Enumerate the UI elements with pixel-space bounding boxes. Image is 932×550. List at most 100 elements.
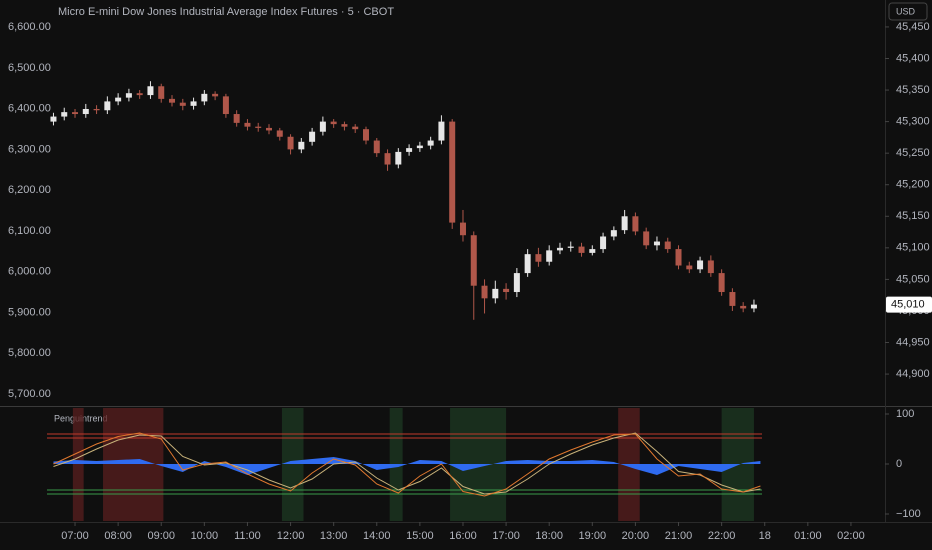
candle-body xyxy=(341,124,348,127)
y2-tick-label: 45,300 xyxy=(896,116,930,128)
y2-tick-label: 44,950 xyxy=(896,336,930,348)
candle-body xyxy=(158,86,165,99)
candle-body xyxy=(276,130,283,137)
indicator-tick-label: −100 xyxy=(896,508,921,520)
candle-body xyxy=(373,140,380,154)
oscillator-line xyxy=(53,432,761,497)
y2-tick-label: 45,150 xyxy=(896,210,930,222)
candle-body xyxy=(449,121,456,223)
y-tick-label: 6,100.00 xyxy=(8,225,51,237)
y2-tick-label: 45,100 xyxy=(896,242,930,254)
x-tick-label: 21:00 xyxy=(665,530,693,542)
candle-body xyxy=(82,108,89,115)
y2-tick-label: 44,900 xyxy=(896,368,930,380)
candle-body xyxy=(513,273,520,293)
candle-body xyxy=(50,116,57,122)
zone xyxy=(72,408,84,521)
x-tick-label: 19:00 xyxy=(579,530,607,542)
candle-body xyxy=(750,304,757,309)
x-tick-label: 08:00 xyxy=(104,530,132,542)
candle-body xyxy=(686,265,693,270)
y-tick-label: 6,200.00 xyxy=(8,184,51,196)
candle-body xyxy=(201,93,208,102)
candle-body xyxy=(136,93,143,96)
candle-body xyxy=(147,86,154,96)
x-tick-label: 13:00 xyxy=(320,530,348,542)
candle-body xyxy=(298,141,305,150)
candle-body xyxy=(169,98,176,103)
indicator-tick-label: 0 xyxy=(896,458,902,470)
candle-body xyxy=(319,121,326,132)
y-tick-label: 5,800.00 xyxy=(8,347,51,359)
x-tick-label: 22:00 xyxy=(708,530,736,542)
y-tick-label: 6,000.00 xyxy=(8,266,51,278)
x-tick-label: 15:00 xyxy=(406,530,434,542)
candle-body xyxy=(567,246,574,248)
candle-body xyxy=(104,101,111,111)
oscillator-line xyxy=(53,432,761,495)
candle-body xyxy=(222,96,229,115)
candle-body xyxy=(330,121,337,125)
candle-body xyxy=(578,246,585,253)
candle-body xyxy=(255,126,262,128)
candle-body xyxy=(212,93,219,97)
x-tick-label: 17:00 xyxy=(492,530,520,542)
candle-body xyxy=(503,288,510,293)
currency[interactable]: USD xyxy=(896,6,916,16)
candle-body xyxy=(718,273,725,293)
y2-tick-label: 45,350 xyxy=(896,84,930,96)
x-tick-label: 14:00 xyxy=(363,530,391,542)
y-tick-label: 6,300.00 xyxy=(8,143,51,155)
candle-body xyxy=(438,121,445,141)
last-price-box xyxy=(886,296,932,313)
x-tick-label: 07:00 xyxy=(61,530,89,542)
candle-body xyxy=(675,249,682,266)
last-price-label: 45,010 xyxy=(891,299,925,311)
candle-body xyxy=(546,250,553,262)
candle-body xyxy=(125,93,132,98)
candle-body xyxy=(643,231,650,246)
candle-body xyxy=(621,216,628,231)
x-tick-label: 20:00 xyxy=(622,530,650,542)
candle-body xyxy=(459,222,466,236)
y-tick-label: 6,400.00 xyxy=(8,103,51,115)
candle-body xyxy=(179,102,186,106)
x-tick-label: 09:00 xyxy=(147,530,175,542)
x-tick-label: 10:00 xyxy=(191,530,219,542)
candle-body xyxy=(707,260,714,274)
y-tick-label: 5,900.00 xyxy=(8,306,51,318)
candle-body xyxy=(61,112,68,117)
candle-body xyxy=(309,131,316,142)
candle-body xyxy=(535,254,542,262)
y-tick-label: 6,500.00 xyxy=(8,62,51,74)
candle-body xyxy=(653,241,660,246)
y2-tick-label: 45,450 xyxy=(896,21,930,33)
candle-body xyxy=(589,249,596,253)
candle-body xyxy=(190,101,197,106)
candle-body xyxy=(352,126,359,130)
candle-body xyxy=(72,112,79,115)
candle-body xyxy=(287,136,294,150)
x-tick-label: 18 xyxy=(759,530,771,542)
zone xyxy=(103,408,164,521)
x-tick-label: 02:00 xyxy=(837,530,865,542)
y-tick-label: 5,700.00 xyxy=(8,388,51,400)
y2-tick-label: 45,250 xyxy=(896,147,930,159)
indicator-tick-label: 100 xyxy=(896,408,914,420)
zone xyxy=(281,408,304,521)
candle-body xyxy=(729,292,736,306)
candle-body xyxy=(481,285,488,299)
x-tick-label: 12:00 xyxy=(277,530,305,542)
chart-title: Micro E-mini Dow Jones Industrial Averag… xyxy=(58,6,394,18)
currency-box[interactable] xyxy=(888,2,928,21)
candle-body xyxy=(524,254,531,274)
x-tick-label: 11:00 xyxy=(234,530,261,542)
x-tick-label: 01:00 xyxy=(794,530,822,542)
candle-body xyxy=(470,235,477,286)
candle-body xyxy=(244,122,251,127)
x-tick-label: 18:00 xyxy=(535,530,563,542)
candle-body xyxy=(416,145,423,149)
y2-tick-label: 45,050 xyxy=(896,273,930,285)
y2-tick-label: 45,400 xyxy=(896,52,930,64)
candle-body xyxy=(362,129,369,141)
